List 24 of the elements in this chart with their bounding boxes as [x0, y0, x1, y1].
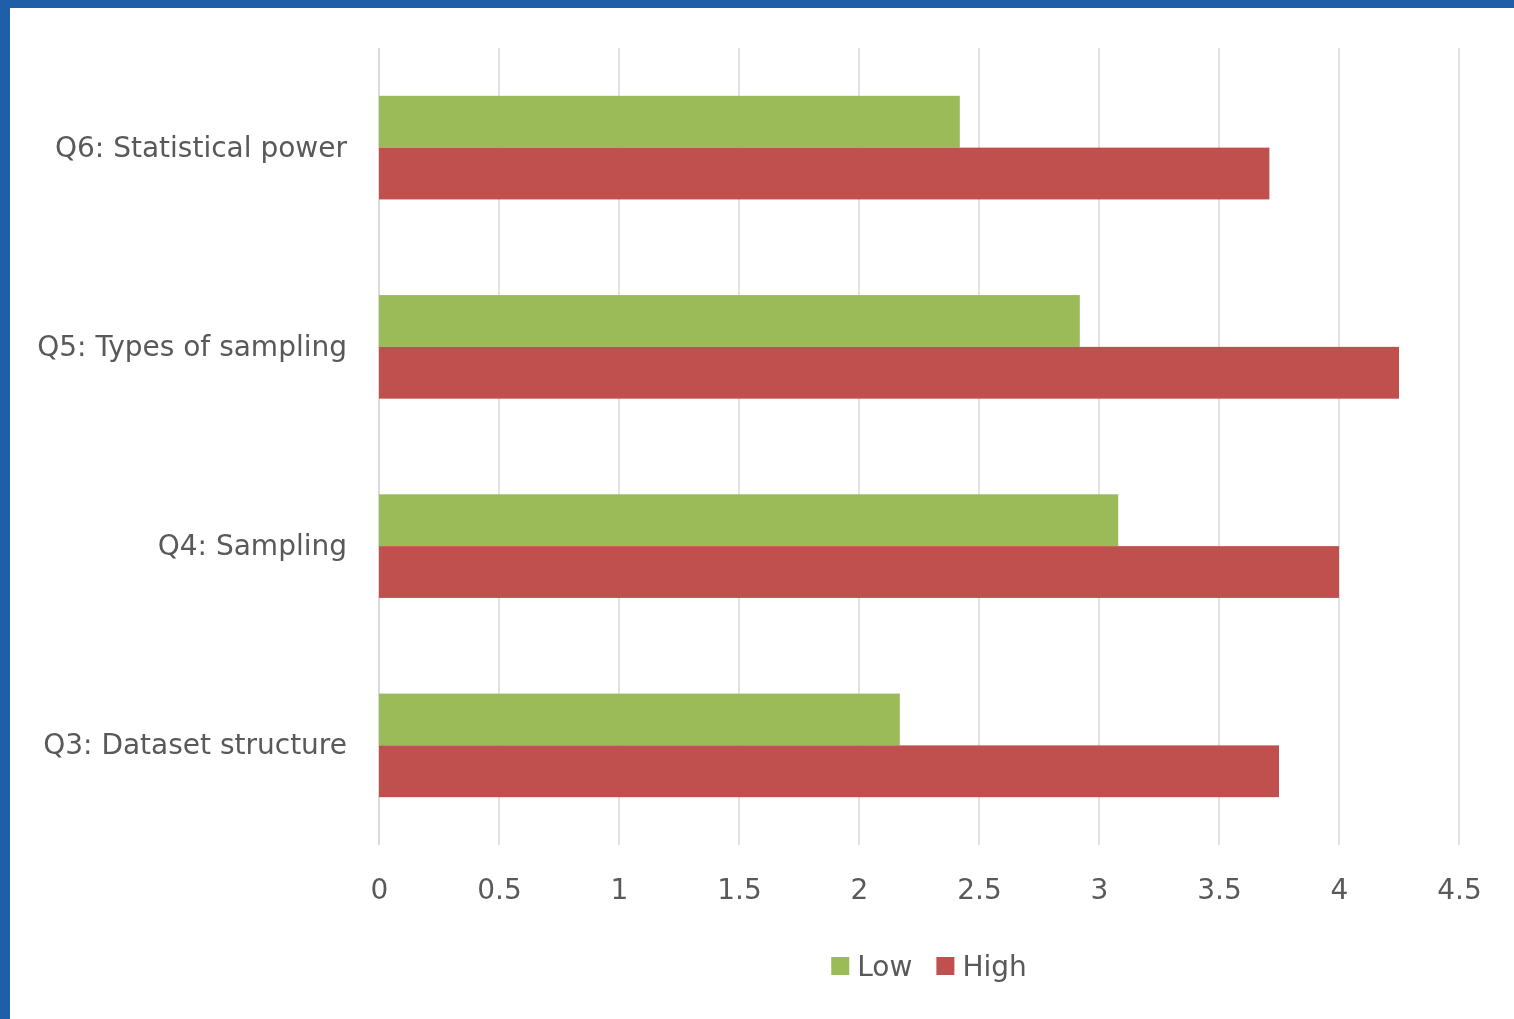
y-tick-label: Q3: Dataset structure [43, 728, 347, 762]
y-tick-label: Q4: Sampling [157, 529, 347, 563]
bar [379, 95, 960, 148]
x-tick-label: 2 [850, 872, 869, 906]
bar [379, 494, 1119, 547]
x-tick-label: 0.5 [477, 872, 522, 906]
x-tick-label: 0 [370, 872, 389, 906]
y-tick-label: Q6: Statistical power [55, 130, 348, 164]
y-tick-label: Q5: Types of sampling [37, 329, 347, 363]
x-tick-label: 2.5 [957, 872, 1002, 906]
bar [379, 693, 900, 746]
x-tick-label: 3 [1090, 872, 1109, 906]
x-tick-label: 3.5 [1197, 872, 1242, 906]
x-tick-label: 1.5 [717, 872, 762, 906]
bar [379, 295, 1080, 347]
x-tick-label: 1 [610, 872, 629, 906]
x-tick-label: 4.5 [1437, 872, 1482, 906]
bar [379, 147, 1270, 200]
bar [379, 546, 1339, 598]
x-tick-label: 4 [1330, 872, 1349, 906]
bar [379, 346, 1399, 399]
legend-label: High [962, 949, 1027, 983]
legend-label: Low [857, 949, 913, 983]
bar [379, 745, 1279, 798]
